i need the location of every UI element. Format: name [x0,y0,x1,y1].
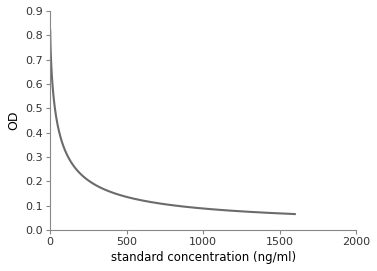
X-axis label: standard concentration (ng/ml): standard concentration (ng/ml) [110,251,296,264]
Y-axis label: OD: OD [7,111,20,130]
